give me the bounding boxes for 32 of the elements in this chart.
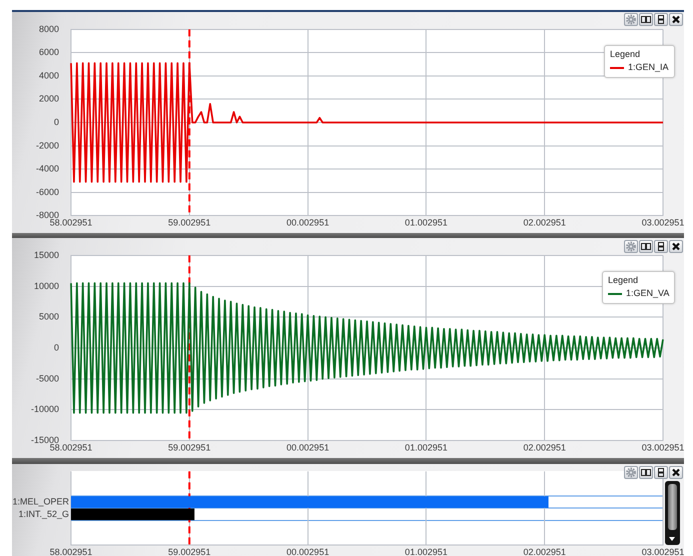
x-tick-label: 58.002951 xyxy=(50,546,92,556)
y-tick-label: 1:MEL_OPER xyxy=(12,496,70,507)
y-tick-label: 0 xyxy=(54,116,59,127)
y-tick-label: 1:INT._52_G xyxy=(18,508,69,519)
x-tick-label: 02.002951 xyxy=(523,217,566,228)
x-tick-label: 03.002951 xyxy=(642,217,684,228)
y-tick-label: 5000 xyxy=(38,312,59,322)
x-tick-label: 01.002951 xyxy=(404,442,448,452)
y-tick-label: 6000 xyxy=(38,47,59,58)
x-tick-label: 59.002951 xyxy=(168,217,211,228)
legend-title: Legend xyxy=(608,275,640,286)
x-tick-label: 01.002951 xyxy=(404,217,448,228)
legend-label: 1:GEN_IA xyxy=(628,62,669,74)
y-tick-label: 15000 xyxy=(34,250,59,260)
y-tick-label: -2000 xyxy=(36,140,59,150)
x-tick-label: 59.002951 xyxy=(168,546,211,556)
y-tick-label: 2000 xyxy=(38,94,59,104)
y-tick-label: -6000 xyxy=(36,186,59,197)
y-tick-label: 8000 xyxy=(38,24,59,34)
y-tick-label: -10000 xyxy=(30,404,59,414)
y-tick-label: 0 xyxy=(54,342,59,352)
x-tick-label: 00.002951 xyxy=(286,217,330,228)
x-tick-label: 59.002951 xyxy=(168,442,211,452)
y-tick-label: -5000 xyxy=(36,373,59,384)
y-tick-label: -4000 xyxy=(36,164,59,174)
legend-title: Legend xyxy=(610,49,642,60)
x-tick-label: 02.002951 xyxy=(523,442,566,452)
y-tick-label: 4000 xyxy=(38,70,59,80)
y-tick-label: 10000 xyxy=(34,280,59,291)
x-tick-label: 00.002951 xyxy=(286,442,330,452)
legend-label: 1:GEN_VA xyxy=(626,288,670,300)
x-tick-label: 03.002951 xyxy=(642,442,684,452)
